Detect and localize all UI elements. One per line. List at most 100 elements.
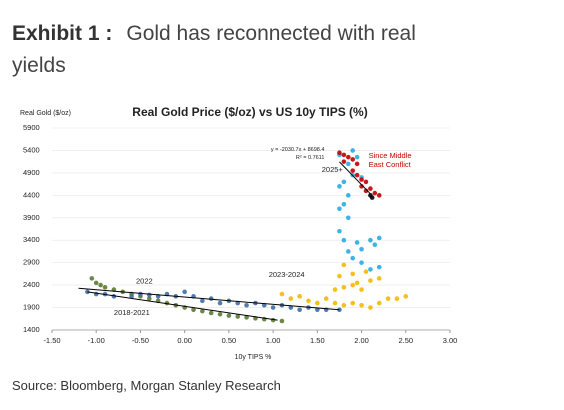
series-label: Since Middle East Conflict — [368, 151, 412, 170]
point — [93, 280, 99, 286]
point — [359, 287, 364, 292]
point — [323, 296, 329, 301]
point — [337, 184, 342, 189]
point — [288, 296, 294, 301]
point — [297, 307, 302, 313]
y-tick-label: 1400 — [23, 325, 40, 334]
point — [350, 148, 356, 153]
point — [341, 285, 347, 290]
point — [279, 318, 285, 324]
point — [354, 154, 360, 160]
point — [337, 206, 342, 212]
x-tick-label: 0.00 — [177, 336, 192, 345]
y-tick-label: 1900 — [23, 303, 40, 312]
annotation: R² = 0.7611 — [296, 155, 325, 161]
y-tick-label: 5400 — [23, 145, 40, 154]
source: Source: Bloomberg, Morgan Stanley Resear… — [12, 378, 281, 393]
point — [341, 237, 347, 243]
point — [376, 193, 382, 198]
exhibit-title: Gold has reconnected with real yields — [12, 22, 416, 77]
point — [363, 188, 369, 194]
point — [217, 300, 223, 306]
point — [332, 287, 338, 292]
point — [341, 202, 347, 207]
point — [368, 305, 373, 310]
point — [200, 298, 205, 304]
point — [350, 271, 356, 277]
point — [372, 190, 378, 196]
point — [345, 161, 351, 167]
point — [350, 282, 356, 288]
trend-line — [78, 287, 340, 311]
y-tick-label: 2400 — [23, 280, 40, 289]
point — [359, 303, 364, 308]
point — [337, 228, 342, 234]
point — [345, 249, 351, 254]
point — [337, 150, 342, 155]
point — [288, 305, 294, 310]
header: Exhibit 1 : Gold has reconnected with rea… — [12, 18, 452, 82]
point — [129, 294, 134, 299]
x-tick-label: -1.50 — [43, 336, 60, 345]
point — [217, 311, 223, 317]
point — [244, 303, 249, 308]
annotation: y = -2030.7x + 8698.4 — [271, 147, 325, 153]
point — [89, 276, 95, 281]
point — [363, 269, 369, 274]
point — [191, 307, 196, 313]
x-axis-label: 10y TIPS % — [235, 354, 272, 361]
x-tick-label: 2.00 — [354, 336, 369, 345]
x-tick-label: -1.00 — [88, 336, 105, 345]
point — [354, 161, 360, 167]
series-label-box: Since Middle East Conflict — [368, 151, 412, 170]
point — [332, 300, 338, 306]
point — [376, 276, 382, 281]
chart: Real Gold Price ($/oz) vs US 10y TIPS (%… — [20, 105, 457, 361]
point — [368, 278, 373, 283]
trend-line — [87, 291, 278, 321]
y-tick-label: 2900 — [23, 258, 40, 267]
series-label: 2022 — [136, 277, 153, 286]
point — [354, 240, 360, 245]
point — [369, 195, 375, 200]
point — [337, 273, 342, 279]
point — [235, 314, 241, 319]
y-tick-label: 3400 — [23, 235, 40, 244]
point — [146, 296, 152, 301]
point — [368, 237, 373, 243]
point — [350, 157, 356, 162]
point — [270, 305, 276, 310]
point — [394, 296, 400, 301]
point — [226, 313, 232, 318]
series-label: 2025+ — [322, 165, 344, 174]
x-tick-label: 2.50 — [398, 336, 413, 345]
point — [359, 246, 364, 252]
y-tick-label: 5900 — [23, 123, 40, 132]
point — [138, 291, 143, 297]
y-tick-label: 4900 — [23, 168, 40, 177]
point — [306, 298, 311, 304]
point — [102, 285, 108, 290]
point — [315, 300, 320, 306]
y-tick-label: 4400 — [23, 190, 40, 199]
point — [146, 292, 152, 298]
point — [385, 296, 391, 301]
point — [350, 300, 356, 306]
point — [279, 291, 285, 297]
series-label: 2023-2024 — [269, 270, 305, 279]
point — [354, 280, 360, 286]
exhibit-label: Exhibit 1 : — [12, 22, 113, 45]
point — [376, 300, 382, 306]
point — [208, 310, 214, 316]
y-tick-label: 3900 — [23, 213, 40, 222]
chart-title: Real Gold Price ($/oz) vs US 10y TIPS (%… — [132, 105, 367, 119]
trend-line — [339, 161, 371, 195]
point — [403, 294, 409, 299]
point — [368, 267, 373, 272]
point — [98, 282, 103, 288]
x-tick-label: -0.50 — [132, 336, 149, 345]
point — [354, 172, 360, 178]
point — [363, 179, 369, 185]
point — [297, 294, 302, 299]
